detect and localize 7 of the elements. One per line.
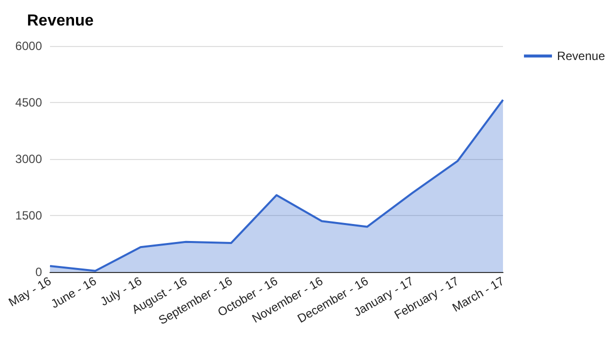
y-tick-label: 0 — [35, 265, 42, 279]
y-tick-label: 4500 — [15, 96, 42, 110]
y-tick-label: 3000 — [15, 152, 42, 166]
legend-label: Revenue — [556, 49, 606, 63]
chart-title: Revenue — [27, 12, 94, 30]
y-tick-label: 6000 — [15, 39, 42, 53]
y-tick-label: 1500 — [15, 208, 42, 222]
